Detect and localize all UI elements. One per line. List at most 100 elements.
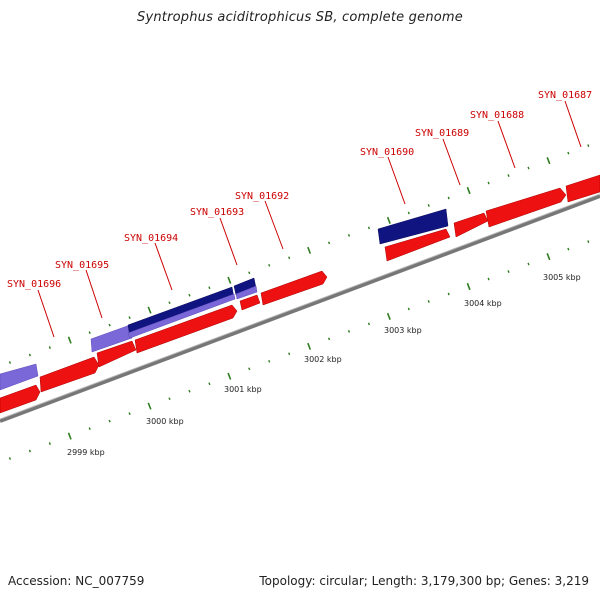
gene-label-syn01693[interactable]: SYN_01693 (190, 207, 244, 218)
inner-tick (347, 330, 351, 333)
gene-label-syn01692[interactable]: SYN_01692 (235, 191, 289, 202)
accession-text: Accession: NC_007759 (8, 574, 145, 588)
gene-forward-3[interactable] (134, 304, 238, 354)
outer-tick (108, 323, 111, 327)
gene-label-leaders (37, 100, 582, 338)
inner-tick (147, 402, 152, 410)
outer-tick (327, 241, 331, 245)
reverse-strand-genes (0, 208, 449, 391)
kbp-labels: 2999 kbp 3000 kbp 3001 kbp 3002 kbp 3003… (67, 273, 581, 457)
outer-tick (347, 234, 351, 237)
inner-tick (248, 367, 251, 371)
leader-syn01687 (564, 100, 582, 148)
leader-syn01693 (219, 217, 238, 266)
outer-tick (447, 196, 450, 200)
inner-tick (188, 389, 191, 393)
genome-backbone (0, 194, 600, 423)
gene-forward-1[interactable] (39, 356, 100, 393)
inner-tick (447, 292, 450, 296)
outer-tick (427, 204, 430, 207)
outer-tick (48, 346, 51, 349)
gene-forward-4[interactable] (239, 294, 261, 311)
kbp-label-3000: 3000 kbp (146, 417, 184, 426)
outer-tick (507, 174, 510, 177)
inner-tick (507, 270, 510, 273)
inner-tick-track (8, 240, 590, 460)
gene-reverse-light-left[interactable] (0, 363, 39, 391)
inner-tick (8, 457, 12, 460)
gene-forward-5[interactable] (260, 270, 328, 306)
inner-tick (427, 300, 430, 303)
gene-forward-6[interactable] (384, 228, 451, 262)
gene-reverse-dark-c[interactable] (377, 208, 449, 245)
outer-tick (248, 271, 251, 275)
kbp-label-3003: 3003 kbp (384, 326, 422, 335)
leader-syn01695 (85, 269, 103, 319)
outer-tick (268, 263, 271, 267)
inner-tick (108, 419, 111, 423)
outer-tick-track (8, 144, 590, 364)
gene-reverse-light-a[interactable] (90, 324, 133, 353)
inner-tick (567, 247, 570, 251)
map-title: Syntrophus aciditrophicus SB, complete g… (137, 10, 463, 25)
inner-tick (208, 382, 211, 386)
gene-label-syn01688[interactable]: SYN_01688 (470, 110, 524, 121)
inner-tick (587, 240, 590, 244)
outer-tick (487, 181, 490, 185)
gene-forward-2[interactable] (96, 340, 137, 368)
gene-forward-8[interactable] (485, 187, 567, 228)
inner-tick (67, 432, 72, 440)
outer-tick (28, 353, 31, 357)
kbp-label-3004: 3004 kbp (464, 299, 502, 308)
gene-label-syn01690[interactable]: SYN_01690 (360, 147, 414, 158)
gene-label-syn01687[interactable]: SYN_01687 (538, 90, 592, 101)
gene-label-syn01689[interactable]: SYN_01689 (415, 128, 469, 139)
outer-tick (527, 166, 530, 170)
outer-tick (367, 226, 371, 230)
inner-tick (367, 322, 371, 326)
inner-tick (546, 253, 551, 261)
outer-tick (147, 306, 152, 314)
leader-syn01696 (37, 289, 55, 338)
gene-label-syn01695[interactable]: SYN_01695 (55, 260, 109, 271)
inner-tick (407, 307, 410, 311)
gene-forward-9[interactable] (565, 174, 600, 203)
inner-tick (527, 262, 530, 266)
forward-strand-genes (0, 174, 600, 414)
outer-tick (466, 186, 471, 195)
inner-tick (327, 337, 331, 341)
gene-forward-0[interactable] (0, 384, 41, 414)
outer-tick (168, 301, 171, 305)
kbp-label-3001: 3001 kbp (224, 385, 262, 394)
outer-tick (128, 316, 131, 320)
leader-syn01690 (387, 156, 406, 205)
outer-tick (8, 361, 12, 364)
kbp-label-2999: 2999 kbp (67, 448, 105, 457)
genome-backbone-highlight (0, 193, 600, 420)
outer-tick (67, 336, 72, 344)
outer-tick (546, 157, 551, 165)
outer-tick (567, 151, 570, 155)
outer-tick (386, 216, 391, 224)
outer-tick (208, 286, 211, 290)
inner-tick (227, 372, 232, 380)
leader-syn01692 (264, 200, 284, 250)
gene-label-syn01696[interactable]: SYN_01696 (7, 279, 61, 290)
outer-tick (288, 256, 291, 260)
inner-tick (386, 312, 391, 320)
outer-tick (587, 144, 590, 148)
gene-labels: SYN_01696 SYN_01695 SYN_01694 SYN_01693 … (7, 90, 592, 290)
gene-label-syn01694[interactable]: SYN_01694 (124, 233, 178, 244)
inner-tick (28, 449, 31, 453)
gene-reverse-light-c[interactable] (235, 285, 258, 300)
outer-tick (188, 293, 191, 297)
leader-syn01694 (154, 242, 173, 291)
gene-forward-7[interactable] (453, 212, 489, 238)
outer-tick (407, 211, 410, 215)
kbp-label-3002: 3002 kbp (304, 355, 342, 364)
inner-tick (307, 342, 312, 350)
inner-tick (128, 412, 131, 416)
inner-tick (268, 359, 271, 363)
gene-reverse-light-b[interactable] (127, 293, 236, 339)
